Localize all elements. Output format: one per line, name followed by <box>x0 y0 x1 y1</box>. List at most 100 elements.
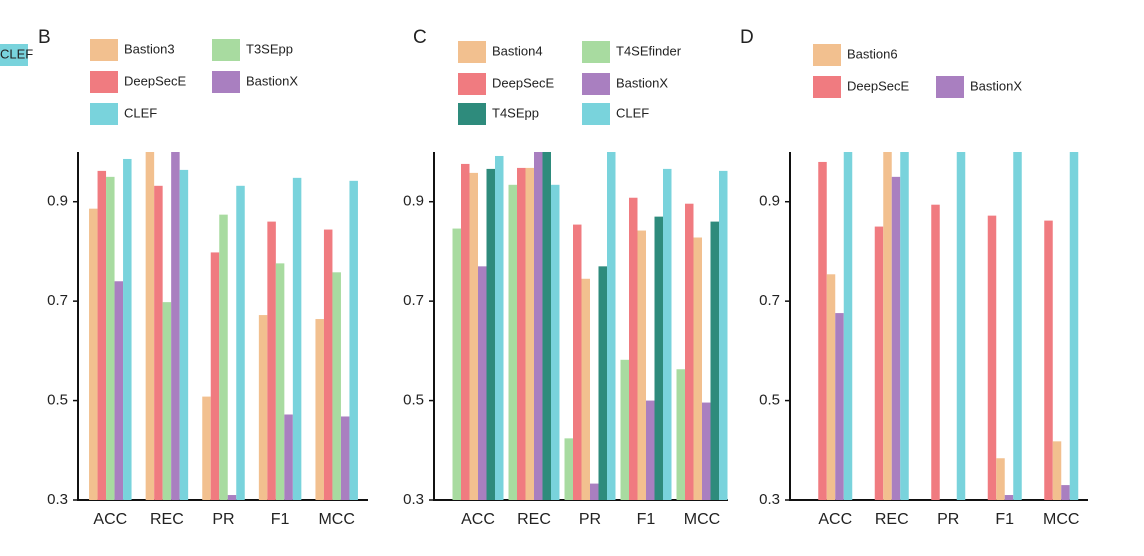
y-tick-label: 0.3 <box>403 491 424 508</box>
bar <box>340 416 350 500</box>
bar <box>607 152 616 500</box>
bar <box>818 161 827 500</box>
legend-swatch <box>582 103 610 125</box>
bar <box>89 208 98 500</box>
legend-swatch <box>90 103 118 125</box>
bar <box>835 313 844 500</box>
bar <box>883 152 892 500</box>
bar <box>654 216 663 500</box>
legend-label: T3SEpp <box>246 41 293 56</box>
bar <box>1061 485 1070 500</box>
bar <box>1044 220 1053 500</box>
bar <box>693 237 702 500</box>
legend-swatch <box>813 44 841 66</box>
bar <box>154 185 163 500</box>
y-tick-label: 0.7 <box>47 292 68 309</box>
bar <box>525 167 534 500</box>
bar <box>931 204 940 500</box>
bar <box>179 169 189 500</box>
legend-swatch <box>90 39 118 61</box>
legend-label: CLEF <box>0 46 33 61</box>
bar <box>987 215 997 501</box>
x-tick-label: F1 <box>271 511 290 528</box>
y-tick-label: 0.7 <box>403 292 424 309</box>
x-tick-label: PR <box>212 511 234 528</box>
panel-label: B <box>38 27 51 48</box>
bar <box>956 152 966 500</box>
x-tick-label: REC <box>150 511 184 528</box>
bar <box>162 302 172 500</box>
bar <box>469 172 478 500</box>
x-tick-label: ACC <box>818 511 852 528</box>
bar <box>719 170 728 501</box>
bar <box>478 266 487 500</box>
bar <box>564 438 573 500</box>
bar <box>1052 441 1062 500</box>
x-tick-label: F1 <box>995 511 1014 528</box>
panel-label: D <box>740 27 754 48</box>
legend-label: Bastion6 <box>847 46 898 61</box>
bar <box>495 155 504 500</box>
legend-swatch <box>813 76 841 98</box>
bar <box>258 315 268 500</box>
legend-swatch <box>212 39 240 61</box>
bar <box>267 221 276 500</box>
bar <box>620 359 629 500</box>
bar <box>826 274 836 500</box>
bar <box>1004 495 1014 500</box>
y-tick-label: 0.9 <box>403 193 424 210</box>
bar <box>486 168 495 500</box>
bar <box>1069 152 1079 500</box>
bar <box>598 266 607 500</box>
x-tick-label: ACC <box>461 511 495 528</box>
legend-label: DeepSecE <box>124 73 186 88</box>
legend-swatch <box>582 73 610 95</box>
y-tick-label: 0.9 <box>47 193 68 210</box>
legend-swatch <box>458 41 486 63</box>
legend-swatch <box>582 41 610 63</box>
y-tick-label: 0.7 <box>759 292 780 309</box>
bar <box>710 221 719 500</box>
legend-swatch <box>212 71 240 93</box>
bar <box>123 158 132 500</box>
legend-label: BastionX <box>616 75 668 90</box>
x-tick-label: F1 <box>637 511 656 528</box>
y-tick-label: 0.5 <box>759 392 780 409</box>
bar <box>542 152 551 500</box>
legend-label: BastionX <box>970 78 1022 93</box>
bar <box>210 252 220 500</box>
legend-swatch <box>90 71 118 93</box>
legend-label: CLEF <box>616 105 649 120</box>
bar <box>508 184 517 500</box>
x-tick-label: MCC <box>318 511 354 528</box>
y-tick-label: 0.5 <box>403 392 424 409</box>
bar <box>106 176 115 500</box>
bar <box>702 402 711 500</box>
bar <box>323 229 333 500</box>
bar <box>637 230 646 500</box>
legend-label: T4SEpp <box>492 105 539 120</box>
panel-label: C <box>413 27 427 48</box>
bar <box>275 263 285 500</box>
bar <box>891 176 901 500</box>
legend-label: Bastion4 <box>492 43 543 58</box>
bar <box>1013 152 1022 500</box>
legend-swatch <box>0 44 28 66</box>
y-tick-label: 0.3 <box>47 491 68 508</box>
x-tick-label: REC <box>517 511 551 528</box>
bar <box>461 163 470 500</box>
bar <box>236 185 245 500</box>
bar <box>315 319 324 500</box>
bar <box>996 458 1005 500</box>
bar <box>663 168 672 500</box>
bar <box>551 184 560 500</box>
bar <box>843 152 853 500</box>
x-tick-label: ACC <box>93 511 127 528</box>
bar <box>292 177 302 500</box>
bar <box>284 414 293 500</box>
x-tick-label: PR <box>937 511 959 528</box>
bar <box>676 369 685 500</box>
bar <box>573 224 582 500</box>
y-tick-label: 0.9 <box>759 193 780 210</box>
